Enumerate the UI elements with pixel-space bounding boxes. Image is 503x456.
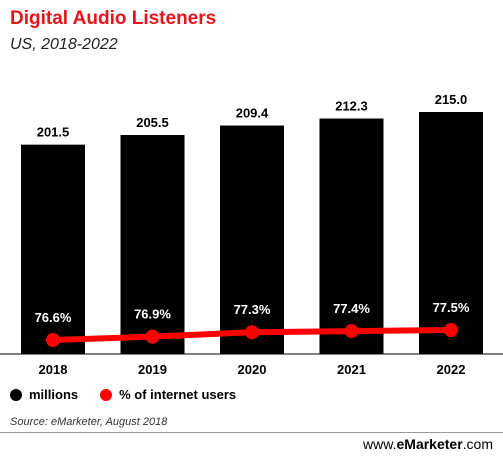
- line-point-2020: [245, 325, 259, 340]
- brand-name: eMarketer: [396, 436, 463, 452]
- chart-title: Digital Audio Listeners: [10, 8, 217, 29]
- bar-value-label-2021: 212.3: [335, 99, 368, 114]
- bar-2022: [419, 112, 483, 354]
- legend-item-millions: millions: [10, 387, 78, 402]
- chart-area: 201.5 205.5 209.4 212.3 215.0 76.6% 76.9% 77.3%…: [0, 92, 503, 377]
- line-point-2021: [344, 324, 359, 339]
- line-point-2022: [444, 323, 458, 337]
- bar-value-label-2019: 205.5: [136, 115, 169, 130]
- legend-label-internet-users: % of internet users: [119, 387, 237, 402]
- bar-value-label-2022: 215.0: [435, 92, 468, 107]
- bar-2019: [120, 134, 185, 354]
- bar-2021: [319, 118, 384, 354]
- legend-swatch-internet-users: [100, 388, 113, 401]
- line-value-label-2018: 76.6%: [35, 310, 72, 325]
- legend-item-internet-users: % of internet users: [100, 387, 236, 402]
- line-point-2019: [145, 329, 160, 344]
- x-tick-label-2018: 2018: [39, 362, 68, 377]
- bar-value-label-2018: 201.5: [37, 125, 70, 140]
- line-value-label-2021: 77.4%: [333, 301, 370, 316]
- legend-swatch-millions: [10, 388, 22, 401]
- bar-value-label-2020: 209.4: [236, 106, 269, 121]
- brand-link[interactable]: www.eMarketer.com: [363, 436, 493, 452]
- line-value-label-2022: 77.5%: [433, 300, 470, 315]
- line-value-label-2020: 77.3%: [234, 302, 271, 317]
- x-tick-label-2021: 2021: [337, 362, 366, 377]
- legend-label-millions: millions: [29, 387, 79, 402]
- chart-subtitle: US, 2018-2022: [10, 36, 118, 53]
- legend: millions % of internet users: [10, 387, 258, 402]
- x-tick-label-2019: 2019: [138, 362, 167, 377]
- footer-divider: [0, 432, 503, 433]
- x-tick-label-2020: 2020: [238, 362, 267, 377]
- source-note: Source: eMarketer, August 2018: [10, 416, 168, 428]
- bar-2018: [21, 144, 85, 354]
- line-point-2018: [46, 333, 60, 347]
- brand-suffix: .com: [462, 436, 493, 452]
- brand-prefix: www.: [363, 436, 397, 452]
- x-tick-label-2022: 2022: [437, 362, 466, 377]
- line-value-label-2019: 76.9%: [134, 307, 171, 322]
- bar-2020: [220, 125, 284, 354]
